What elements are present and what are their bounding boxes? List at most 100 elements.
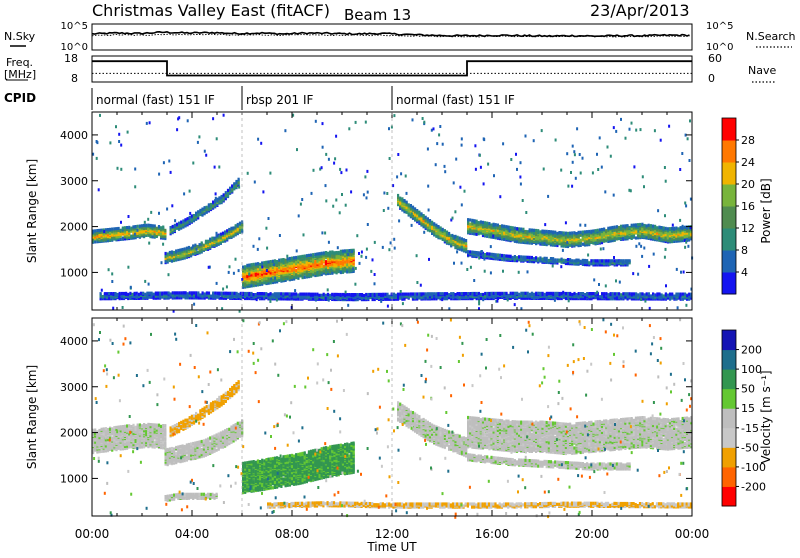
power-cell bbox=[176, 291, 178, 294]
power-cell bbox=[469, 250, 471, 253]
power-cell bbox=[210, 203, 212, 206]
power-cell bbox=[580, 292, 582, 295]
power-cell bbox=[142, 292, 144, 295]
power-cell bbox=[565, 259, 567, 262]
power-cell bbox=[280, 292, 282, 295]
power-cell bbox=[658, 237, 660, 240]
power-cell bbox=[325, 260, 327, 263]
power-cell bbox=[648, 224, 650, 227]
power-cell bbox=[440, 292, 442, 295]
power-cell bbox=[280, 274, 282, 277]
power-cell bbox=[193, 214, 195, 217]
power-cell bbox=[221, 292, 223, 295]
power-cell bbox=[114, 292, 116, 295]
power-cell bbox=[507, 255, 509, 258]
power-cell bbox=[184, 247, 186, 250]
power-cell bbox=[507, 226, 509, 229]
power-cell bbox=[588, 292, 590, 295]
power-cell bbox=[94, 229, 96, 232]
power-cell bbox=[327, 293, 329, 296]
power-cell bbox=[603, 259, 605, 262]
power-cell bbox=[680, 226, 682, 229]
power-cell bbox=[209, 238, 211, 241]
power-cell bbox=[319, 252, 321, 255]
power-cell bbox=[333, 251, 335, 254]
power-cell bbox=[482, 293, 484, 296]
power-cell bbox=[575, 232, 577, 235]
power-cell bbox=[168, 291, 170, 294]
power-cell bbox=[197, 291, 199, 294]
power-cell bbox=[374, 293, 376, 296]
power-cell bbox=[231, 184, 233, 187]
power-cell bbox=[650, 224, 652, 227]
power-cell bbox=[331, 250, 333, 253]
power-cell bbox=[650, 294, 652, 297]
power-cell bbox=[227, 292, 229, 295]
power-cell bbox=[433, 222, 435, 225]
power-cell bbox=[595, 259, 597, 262]
nsky-left-tick-top: 10^5 bbox=[61, 21, 88, 32]
power-cell bbox=[626, 259, 628, 262]
power-cell bbox=[225, 191, 227, 194]
power-cell bbox=[544, 257, 546, 260]
power-cell bbox=[550, 292, 552, 295]
power-cell bbox=[427, 292, 429, 295]
power-cell bbox=[444, 292, 446, 295]
power-cell bbox=[503, 254, 505, 257]
power-cell bbox=[425, 216, 427, 219]
power-cell bbox=[293, 256, 295, 259]
power-cell bbox=[132, 225, 134, 228]
power-cell bbox=[548, 259, 550, 262]
power-cell bbox=[156, 227, 158, 230]
power-cell bbox=[584, 259, 586, 262]
power-cell bbox=[527, 256, 529, 259]
power-cell bbox=[268, 260, 270, 263]
power-cell bbox=[94, 240, 96, 243]
power-cell bbox=[178, 222, 180, 225]
power-cell bbox=[616, 259, 618, 262]
power-cell bbox=[140, 297, 142, 300]
power-cell bbox=[255, 293, 257, 296]
power-cell bbox=[314, 253, 316, 256]
power-cell bbox=[205, 240, 207, 243]
power-cell bbox=[301, 297, 303, 300]
power-cell bbox=[586, 292, 588, 295]
nsky-label: N.Sky bbox=[4, 30, 36, 43]
power-cell bbox=[588, 261, 590, 264]
power-cell bbox=[578, 292, 580, 295]
power-cell bbox=[173, 251, 175, 254]
power-cell bbox=[614, 226, 616, 229]
power-cell bbox=[514, 292, 516, 295]
power-cell bbox=[527, 292, 529, 295]
power-cell bbox=[473, 251, 475, 254]
power-cell bbox=[342, 262, 344, 265]
power-cell bbox=[223, 292, 225, 295]
power-cell bbox=[108, 292, 110, 295]
power-cell bbox=[648, 292, 650, 295]
power-cell bbox=[221, 195, 223, 198]
power-cell bbox=[461, 292, 463, 295]
power-cell bbox=[274, 259, 276, 262]
power-cell bbox=[618, 226, 620, 229]
power-cell bbox=[418, 211, 420, 214]
power-cell bbox=[291, 292, 293, 295]
power-cell bbox=[446, 292, 448, 295]
power-cell bbox=[306, 270, 308, 273]
power-cell bbox=[571, 293, 573, 296]
power-cell bbox=[469, 218, 471, 221]
power-cell bbox=[165, 291, 167, 294]
power-cell bbox=[554, 258, 556, 261]
power-cell bbox=[612, 226, 614, 229]
power-cell bbox=[561, 231, 563, 234]
power-cell bbox=[397, 194, 399, 197]
power-cell bbox=[338, 293, 340, 296]
power-cell bbox=[144, 293, 146, 296]
power-cell bbox=[599, 295, 601, 298]
power-cell bbox=[282, 258, 284, 261]
power-cell bbox=[677, 227, 679, 230]
power-cell bbox=[401, 202, 403, 205]
power-cell bbox=[226, 229, 228, 232]
power-cell bbox=[537, 257, 539, 260]
power-cell bbox=[488, 292, 490, 295]
power-cell bbox=[240, 292, 242, 295]
